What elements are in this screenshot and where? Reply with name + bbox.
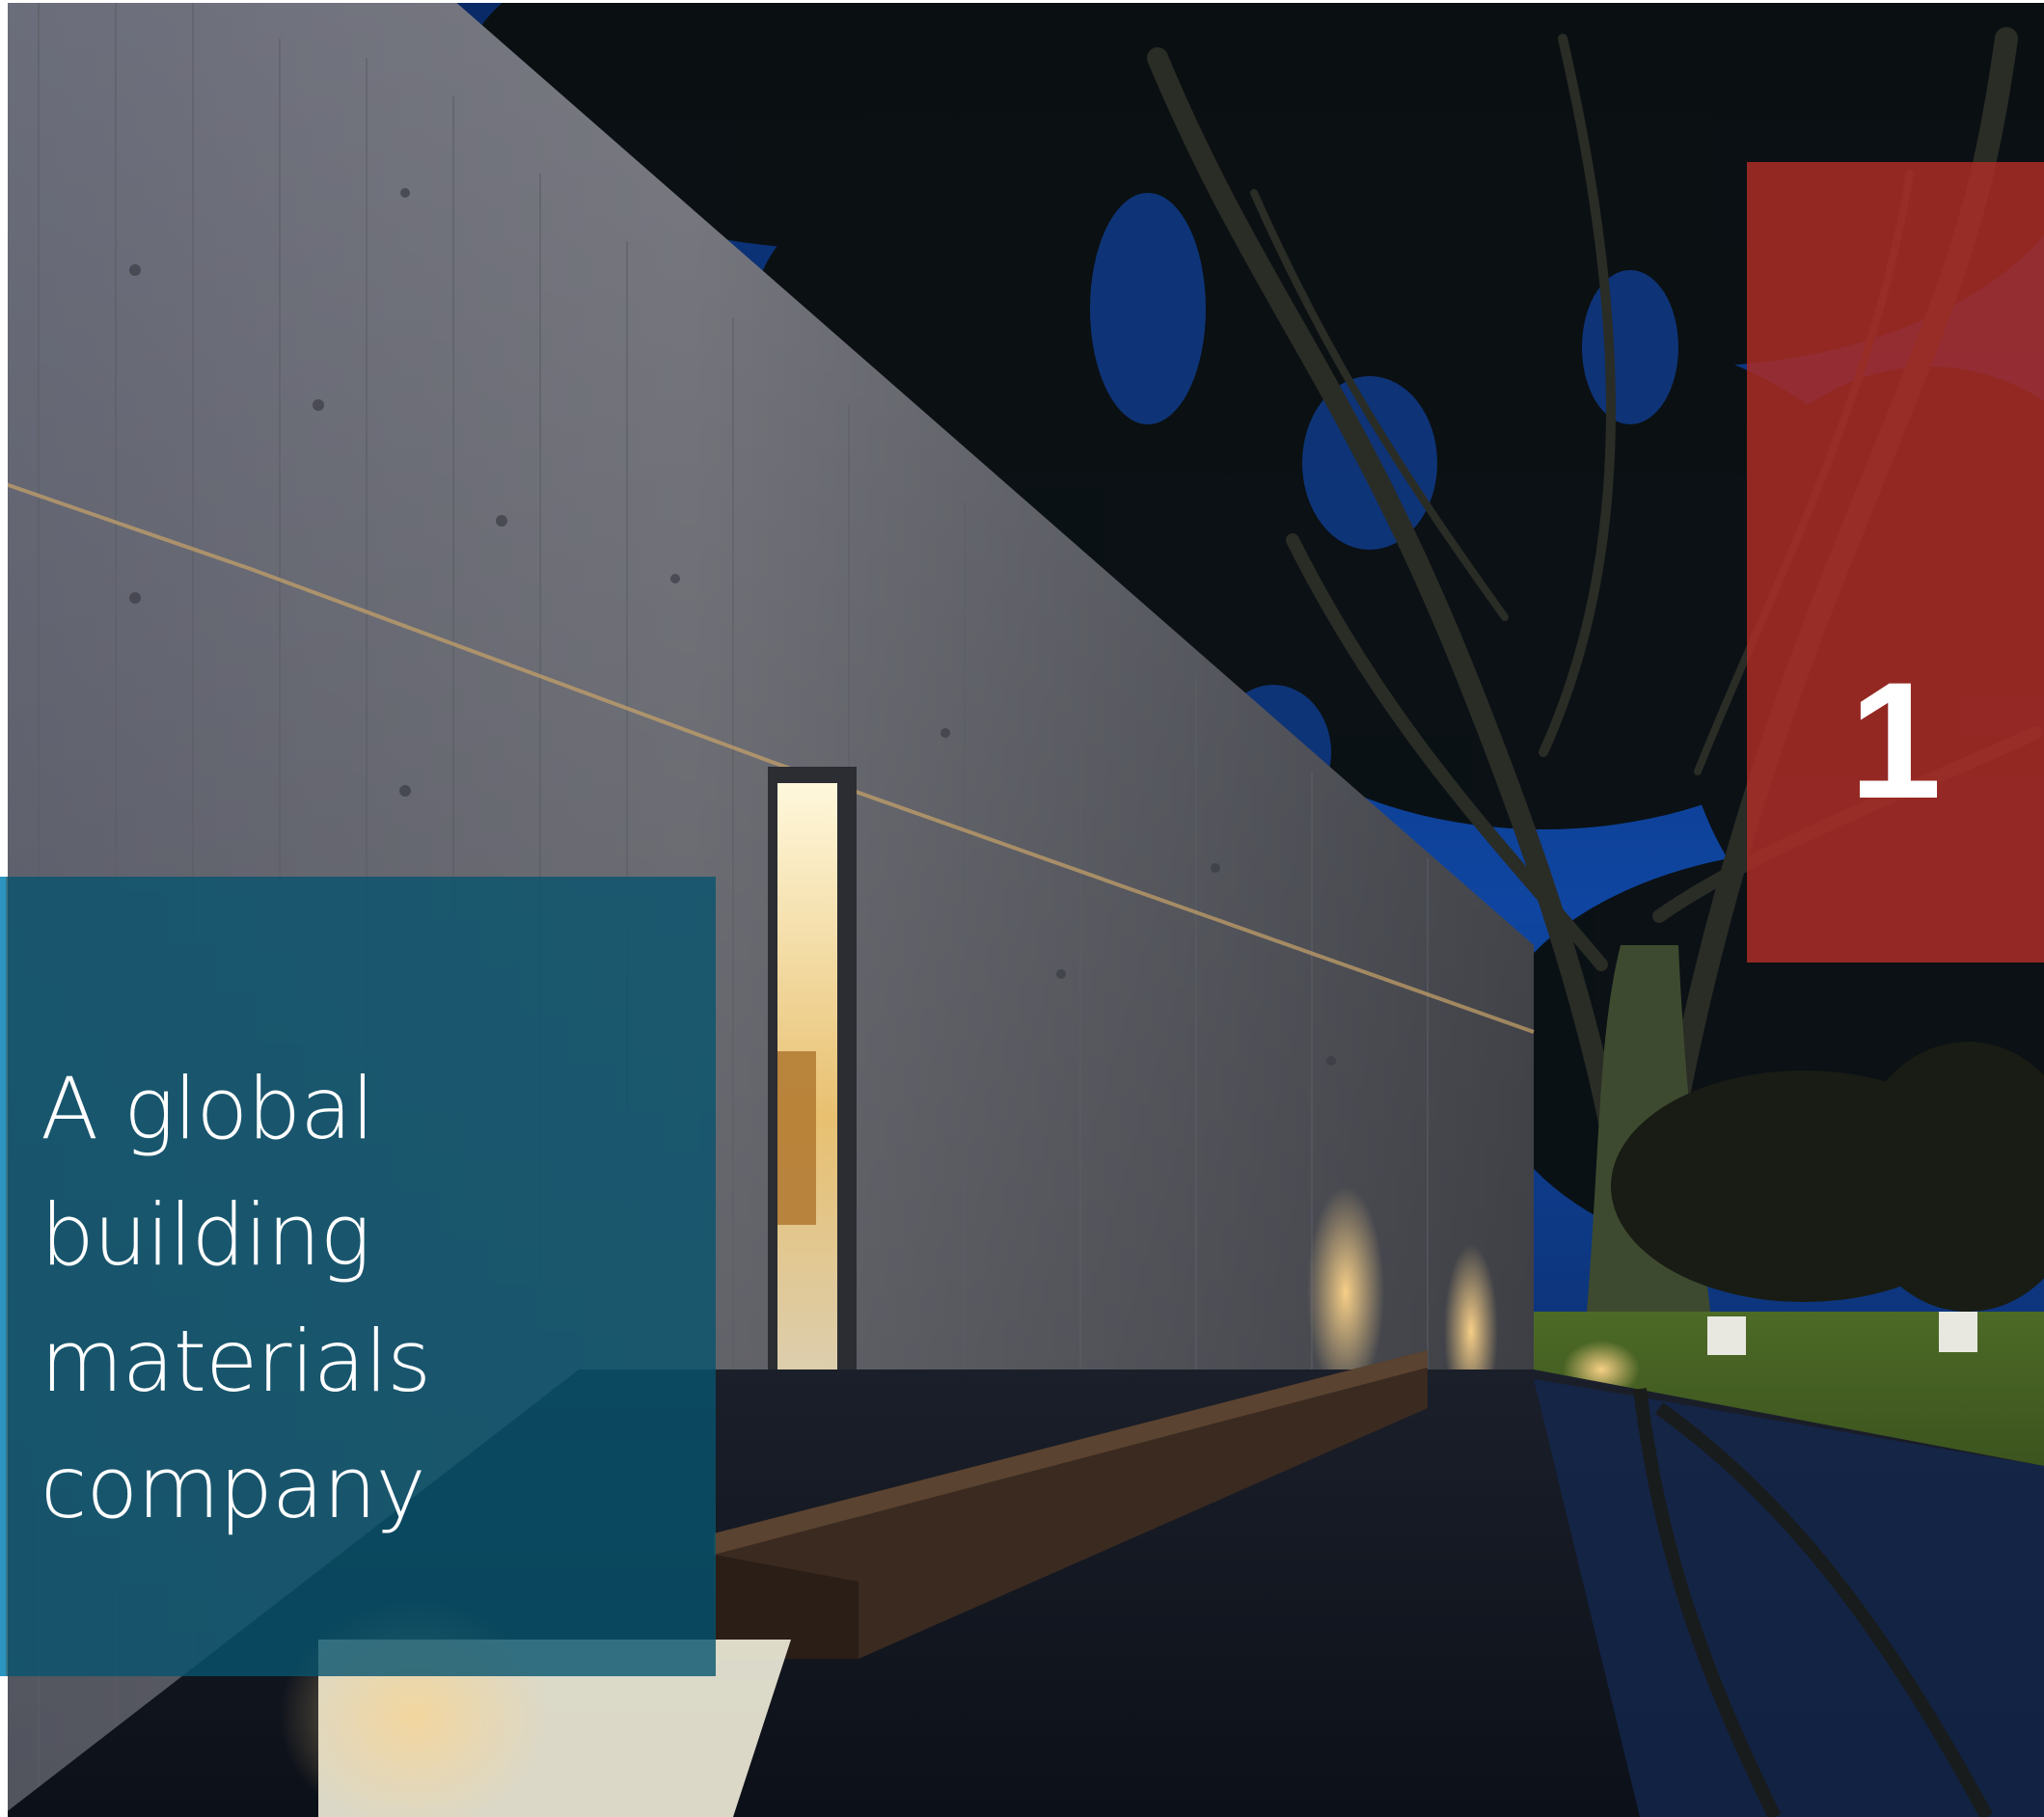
chapter-panel: 1 [1747,162,2044,963]
headline-panel: A global building materials company [0,877,716,1676]
chapter-number: 1 [1849,648,1942,833]
page-border-top [0,0,2044,3]
headline-line: building [41,1185,370,1285]
headline-line: A global [41,1059,375,1158]
headline-line: company [41,1438,426,1537]
headline-accent-bar [0,877,6,1676]
headline: A global building materials company [41,1045,431,1551]
headline-line: materials [41,1312,431,1411]
